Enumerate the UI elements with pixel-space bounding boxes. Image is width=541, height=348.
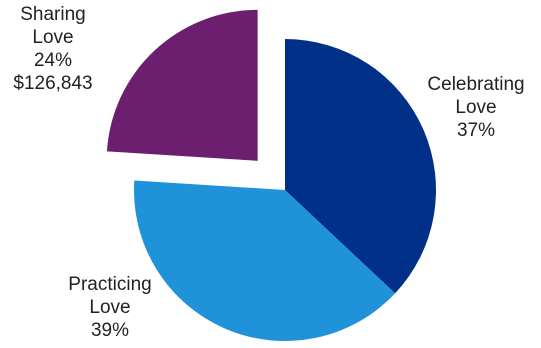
slice-label-line: 37%: [457, 120, 495, 141]
slice-label-sharing-love: Sharing Love 24% $126,843: [13, 4, 92, 94]
pie-slices: [106, 9, 436, 341]
slice-label-line: $126,843: [13, 73, 92, 94]
slice-label-line: Practicing: [68, 274, 151, 295]
pie-slice-sharing-love: [106, 9, 258, 161]
slice-label-line: Celebrating: [427, 74, 524, 95]
slice-label-line: 39%: [91, 320, 129, 341]
slice-label-line: Sharing: [20, 4, 86, 25]
pie-slice-celebrating-love: [285, 39, 436, 294]
slice-label-line: Love: [455, 97, 496, 118]
slice-label-celebrating-love: Celebrating Love 37%: [427, 74, 524, 141]
slice-label-line: 24%: [34, 50, 72, 71]
slice-label-practicing-love: Practicing Love 39%: [68, 274, 151, 341]
slice-label-line: Love: [89, 297, 130, 318]
slice-label-line: Love: [32, 27, 73, 48]
pie-slice-practicing-love: [134, 180, 396, 341]
slice-labels: Celebrating Love 37%Practicing Love 39%Shari…: [13, 4, 524, 341]
